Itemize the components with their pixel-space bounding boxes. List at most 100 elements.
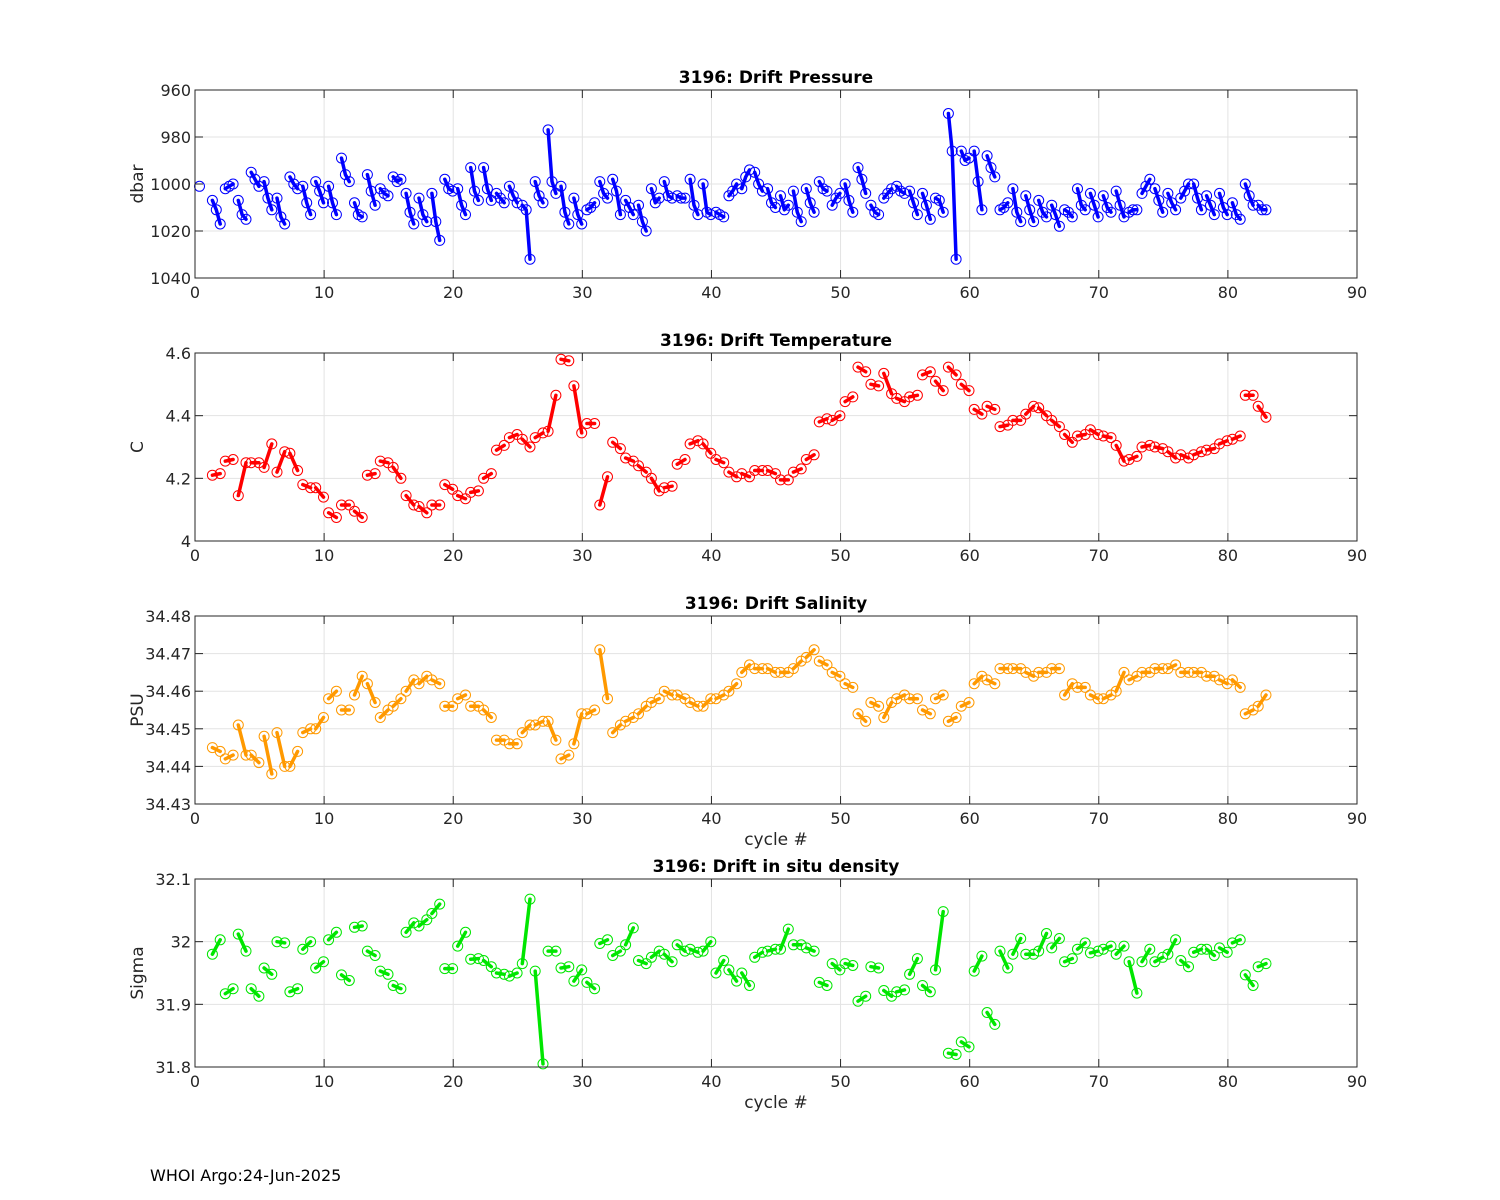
data-point (434, 678, 446, 690)
data-point (611, 185, 622, 197)
data-line-cycle-54 (894, 988, 907, 994)
data-point (705, 209, 717, 221)
data-point (568, 975, 580, 987)
data-point (963, 697, 975, 708)
data-point (361, 678, 373, 690)
data-point (666, 192, 678, 204)
x-tick-label: 0 (190, 1072, 200, 1091)
data-point (491, 967, 502, 979)
data-line-cycle-74 (1153, 955, 1165, 964)
data-point (400, 926, 412, 938)
data-point (989, 171, 1001, 183)
data-point (1079, 937, 1091, 949)
data-line-cycle-29 (572, 968, 584, 983)
data-point (976, 204, 988, 216)
data-point (456, 199, 468, 211)
data-point (1033, 945, 1045, 957)
data-point (904, 693, 916, 705)
data-point (847, 391, 859, 403)
data-point (813, 976, 825, 988)
x-tick-label: 90 (1347, 283, 1367, 302)
data-point (1208, 209, 1220, 221)
data-point (946, 145, 958, 157)
data-line-cycle-40 (714, 693, 726, 701)
data-point (1149, 183, 1161, 195)
data-line-cycle-76 (1179, 453, 1191, 460)
data-line-cycle-65 (1036, 406, 1049, 418)
data-line-cycle-50 (843, 681, 855, 690)
data-line-cycle-31 (598, 179, 610, 200)
x-tick-label: 80 (1218, 809, 1238, 828)
data-point (550, 734, 562, 746)
x-tick-label: 50 (830, 809, 850, 828)
data-point (679, 454, 691, 465)
data-point (1214, 438, 1225, 450)
data-line-cycle-48 (817, 659, 829, 667)
data-line-cycle-39 (701, 939, 713, 953)
data-point (989, 1018, 1001, 1030)
data-point (374, 455, 386, 467)
data-point (607, 727, 619, 739)
data-point (210, 204, 222, 216)
data-line-cycle-66 (1049, 203, 1062, 229)
data-point (865, 961, 877, 973)
chart-panel-2: 0 10 20 30 40 50 60 70 80 90 4 4.2 4.4 4.6 3196: Drift… (128, 331, 1367, 565)
data-line-cycle-8 (301, 727, 313, 735)
data-point (972, 176, 984, 188)
data-point (266, 204, 278, 216)
data-point (387, 980, 399, 991)
data-line-cycle-62 (998, 949, 1010, 970)
data-point (439, 173, 451, 185)
data-point (937, 385, 949, 397)
data-point (297, 180, 309, 192)
data-point (214, 934, 226, 946)
data-point (937, 206, 949, 218)
data-point (950, 369, 962, 381)
data-point (933, 194, 945, 206)
data-point (1252, 700, 1264, 712)
data-point (620, 939, 632, 951)
data-line-cycle-61 (985, 678, 997, 686)
data-point (542, 945, 554, 957)
data-point (1002, 197, 1014, 209)
y-tick-label: 32 (171, 933, 191, 952)
data-point (718, 211, 730, 223)
data-point (775, 474, 786, 486)
data-point (439, 963, 451, 975)
data-point (899, 984, 910, 996)
data-point (955, 378, 967, 390)
data-point (1260, 958, 1272, 970)
data-point (684, 173, 696, 185)
data-point (602, 934, 613, 946)
data-point (232, 928, 244, 940)
data-point (1208, 950, 1220, 961)
data-point (1053, 421, 1065, 433)
data-line-cycle-50 (843, 182, 855, 214)
data-point (1188, 946, 1200, 958)
data-point (1157, 443, 1169, 455)
data-point (310, 723, 322, 735)
data-point (749, 166, 761, 178)
x-tick-label: 80 (1218, 283, 1238, 302)
data-point (1149, 441, 1161, 453)
x-tick-label: 90 (1347, 1072, 1367, 1091)
data-point (753, 178, 765, 190)
data-point (576, 218, 588, 230)
data-point (787, 939, 799, 951)
data-line-cycle-24 (507, 971, 519, 978)
data-line-cycle-64 (1024, 404, 1036, 416)
data-point (563, 961, 575, 973)
data-line-cycle-1 (210, 471, 222, 477)
data-point (614, 209, 626, 221)
data-line-cycle-33 (623, 926, 636, 947)
data-point (1046, 663, 1058, 675)
data-line-cycle-8 (301, 482, 313, 490)
data-point (839, 958, 851, 970)
data-point (430, 216, 442, 228)
data-line-cycle-78 (1204, 446, 1217, 452)
data-line-cycle-22 (481, 165, 494, 203)
data-point (826, 199, 838, 211)
data-point (942, 361, 954, 373)
x-tick-label: 50 (830, 1072, 850, 1091)
data-line-cycle-5 (262, 442, 274, 470)
